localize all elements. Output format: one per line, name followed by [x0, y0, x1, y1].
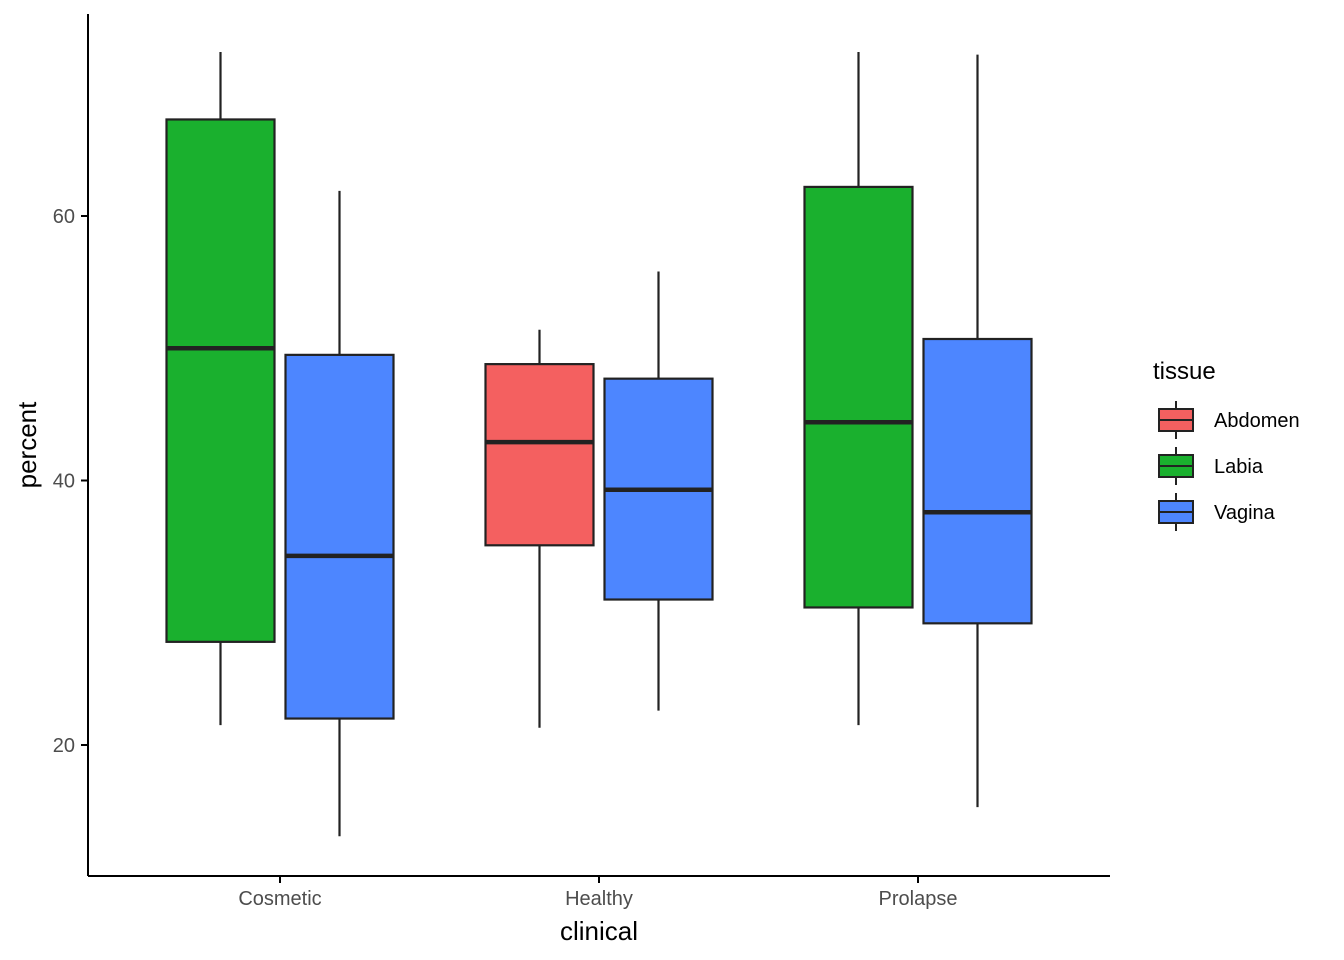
legend-label: Vagina — [1214, 502, 1276, 524]
box-body — [284, 353, 395, 720]
box-body — [165, 118, 276, 643]
y-tick-label: 20 — [53, 735, 75, 757]
y-tick-label: 40 — [53, 471, 75, 493]
y-tick-label: 60 — [53, 206, 75, 228]
x-tick-label: Cosmetic — [238, 888, 321, 910]
box-body — [484, 363, 595, 547]
legend: tissue Abdomen Labia Vagina — [1153, 358, 1300, 531]
y-axis-title: percent — [12, 401, 42, 488]
box-healthy-vagina — [603, 271, 714, 711]
box-cosmetic-labia — [165, 52, 276, 726]
y-axis-ticks: 20 40 60 — [53, 206, 88, 757]
legend-entry-vagina: Vagina — [1158, 493, 1276, 531]
legend-label: Labia — [1214, 456, 1264, 478]
box-body — [922, 337, 1033, 625]
box-body — [803, 185, 914, 609]
x-tick-label: Healthy — [565, 888, 633, 910]
legend-title: tissue — [1153, 358, 1216, 385]
box-prolapse-vagina — [922, 54, 1033, 808]
legend-entry-abdomen: Abdomen — [1158, 401, 1300, 439]
box-healthy-abdomen — [484, 329, 595, 728]
box-prolapse-labia — [803, 52, 914, 726]
plot-area — [165, 52, 1033, 837]
legend-entry-labia: Labia — [1158, 447, 1264, 485]
x-tick-label: Prolapse — [879, 888, 958, 910]
x-axis-title: clinical — [560, 916, 638, 946]
legend-label: Abdomen — [1214, 410, 1300, 432]
box-cosmetic-vagina — [284, 190, 395, 837]
x-axis-ticks: Cosmetic Healthy Prolapse — [238, 876, 957, 910]
